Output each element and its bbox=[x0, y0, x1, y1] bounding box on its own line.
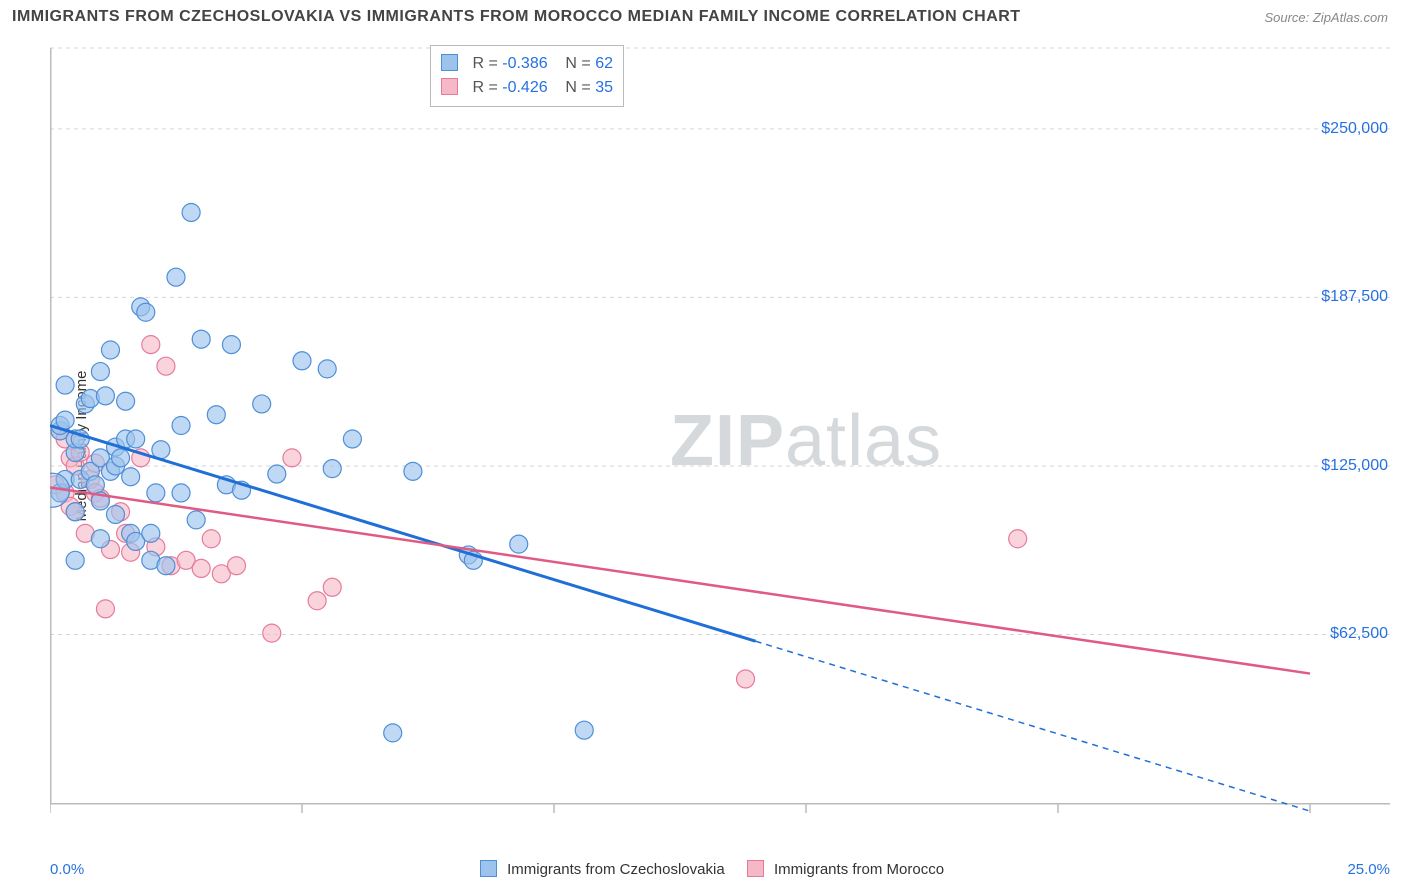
point-czech bbox=[268, 465, 286, 483]
plot-svg bbox=[50, 38, 1390, 828]
point-czech bbox=[253, 395, 271, 413]
trendline-morocco bbox=[50, 488, 1310, 674]
swatch-czech bbox=[441, 54, 458, 71]
N-label: N = bbox=[565, 55, 590, 72]
point-morocco bbox=[1009, 530, 1027, 548]
point-czech bbox=[91, 530, 109, 548]
point-czech bbox=[172, 484, 190, 502]
point-czech bbox=[147, 484, 165, 502]
point-czech bbox=[323, 460, 341, 478]
point-morocco bbox=[142, 336, 160, 354]
point-czech bbox=[101, 341, 119, 359]
point-czech bbox=[404, 462, 422, 480]
point-czech bbox=[112, 449, 130, 467]
point-czech bbox=[207, 406, 225, 424]
bottom-legend: Immigrants from Czechoslovakia Immigrant… bbox=[0, 860, 1406, 878]
point-czech bbox=[187, 511, 205, 529]
point-czech bbox=[293, 352, 311, 370]
point-morocco bbox=[737, 670, 755, 688]
point-morocco bbox=[283, 449, 301, 467]
legend-label-czech: Immigrants from Czechoslovakia bbox=[507, 861, 725, 878]
point-czech bbox=[172, 417, 190, 435]
infobox-row-czech: R = -0.386 N = 62 bbox=[441, 52, 613, 76]
point-czech bbox=[575, 721, 593, 739]
y-tick-label: $62,500 bbox=[1330, 625, 1388, 643]
point-morocco bbox=[227, 557, 245, 575]
source-attribution: Source: ZipAtlas.com bbox=[1264, 10, 1388, 25]
point-morocco bbox=[96, 600, 114, 618]
point-czech bbox=[127, 430, 145, 448]
N-czech: 62 bbox=[595, 55, 613, 72]
point-czech bbox=[56, 376, 74, 394]
point-czech bbox=[384, 724, 402, 742]
point-morocco bbox=[263, 624, 281, 642]
legend-label-morocco: Immigrants from Morocco bbox=[774, 861, 944, 878]
point-czech bbox=[157, 557, 175, 575]
R-czech: -0.386 bbox=[502, 55, 547, 72]
point-czech bbox=[343, 430, 361, 448]
point-czech bbox=[66, 551, 84, 569]
chart-container: IMMIGRANTS FROM CZECHOSLOVAKIA VS IMMIGR… bbox=[0, 0, 1406, 892]
point-czech bbox=[56, 411, 74, 429]
point-czech bbox=[510, 535, 528, 553]
point-czech bbox=[86, 476, 104, 494]
point-czech bbox=[192, 330, 210, 348]
point-czech bbox=[318, 360, 336, 378]
point-czech bbox=[107, 505, 125, 523]
swatch-morocco bbox=[441, 78, 458, 95]
y-tick-label: $250,000 bbox=[1321, 120, 1388, 138]
point-czech bbox=[66, 503, 84, 521]
chart-title: IMMIGRANTS FROM CZECHOSLOVAKIA VS IMMIGR… bbox=[12, 8, 1021, 26]
legend-swatch-czech bbox=[480, 860, 497, 877]
correlation-infobox: R = -0.386 N = 62 R = -0.426 N = 35 bbox=[430, 45, 624, 107]
point-morocco bbox=[308, 592, 326, 610]
legend-swatch-morocco bbox=[747, 860, 764, 877]
R-morocco: -0.426 bbox=[502, 79, 547, 96]
y-tick-label: $125,000 bbox=[1321, 457, 1388, 475]
R-label: R = bbox=[472, 55, 497, 72]
point-morocco bbox=[192, 559, 210, 577]
y-tick-label: $187,500 bbox=[1321, 288, 1388, 306]
point-czech bbox=[117, 392, 135, 410]
point-czech bbox=[137, 303, 155, 321]
point-morocco bbox=[323, 578, 341, 596]
point-czech bbox=[96, 387, 114, 405]
point-czech bbox=[91, 363, 109, 381]
point-czech bbox=[182, 203, 200, 221]
point-czech bbox=[222, 336, 240, 354]
point-czech bbox=[122, 468, 140, 486]
N-label2: N = bbox=[565, 79, 590, 96]
R-label2: R = bbox=[472, 79, 497, 96]
point-morocco bbox=[202, 530, 220, 548]
N-morocco: 35 bbox=[595, 79, 613, 96]
trendline-czech-dashed bbox=[756, 641, 1310, 811]
point-czech bbox=[167, 268, 185, 286]
plot-area bbox=[50, 38, 1390, 828]
point-czech bbox=[142, 524, 160, 542]
infobox-row-morocco: R = -0.426 N = 35 bbox=[441, 76, 613, 100]
point-morocco bbox=[157, 357, 175, 375]
